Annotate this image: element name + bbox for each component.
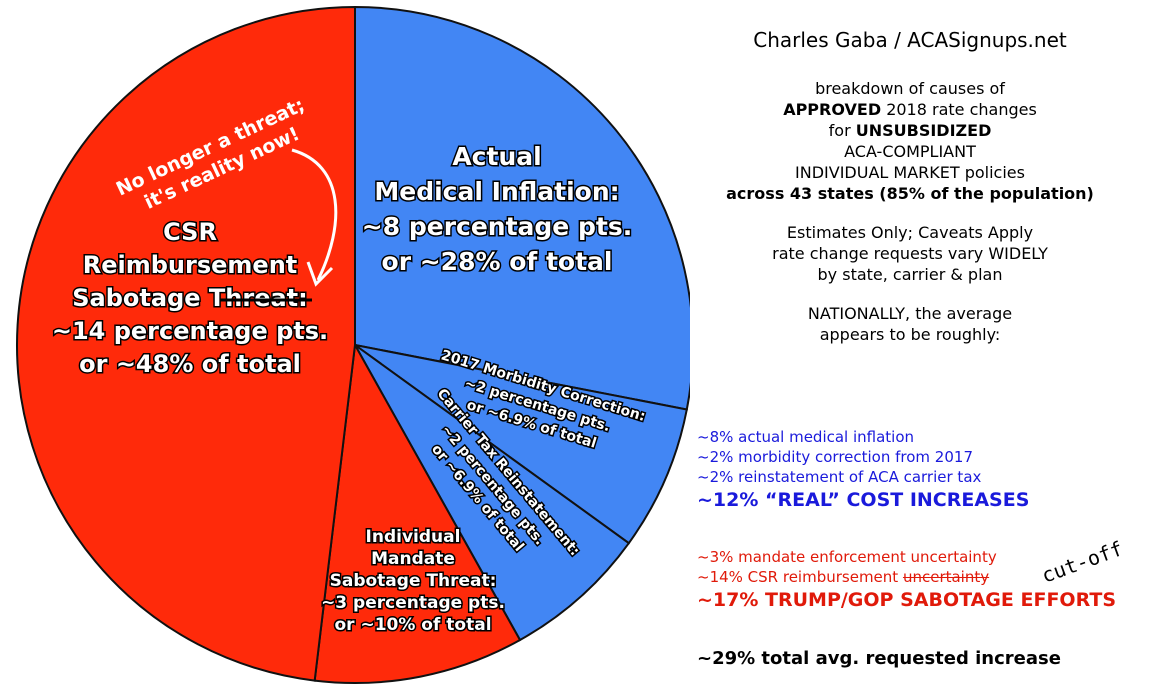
breakdown-description: breakdown of causes of APPROVED 2018 rat… — [690, 78, 1130, 204]
pie-slice-medical — [354, 5, 690, 411]
pie-slice-morbidity — [354, 344, 688, 545]
annotation-arrow — [291, 148, 338, 281]
caveat-line-2: rate change requests vary WIDELY — [772, 244, 1048, 263]
annotation-arrowhead — [306, 261, 334, 287]
desc-line-2: APPROVED 2018 rate changes — [783, 100, 1037, 119]
real-cost-list: ~8% actual medical inflation ~2% morbidi… — [697, 427, 1029, 513]
national-line-2: appears to be roughly: — [819, 325, 1001, 344]
slice-label-csr: CSR Reimbursement Sabotage Threat: ~14 perc… — [52, 218, 328, 378]
desc-line-4: ACA-COMPLIANT — [844, 142, 976, 161]
pie-slice-csr — [16, 5, 356, 682]
list-item: ~2% reinstatement of ACA carrier tax — [697, 468, 982, 486]
desc-line-5: INDIVIDUAL MARKET policies — [795, 163, 1025, 182]
desc-line-3: for UNSUBSIDIZED — [828, 121, 992, 140]
sabotage-list: ~3% mandate enforcement uncertainty ~14%… — [697, 547, 1116, 613]
list-item: ~8% actual medical inflation — [697, 428, 915, 446]
total-increase: ~29% total avg. requested increase — [697, 648, 1061, 669]
sabotage-summary: ~17% TRUMP/GOP SABOTAGE EFFORTS — [697, 589, 1117, 611]
caveat-line-1: Estimates Only; Caveats Apply — [786, 223, 1034, 242]
pie-chart: Actual Medical Inflation: ~8 percentage pt… — [16, 5, 690, 684]
list-item: ~3% mandate enforcement uncertainty — [697, 548, 997, 566]
caveat-line-3: by state, carrier & plan — [817, 265, 1003, 284]
national-average-intro: NATIONALLY, the average appears to be ro… — [690, 303, 1130, 345]
slice-label-medical: Actual Medical Inflation: ~8 percentage pt… — [362, 142, 632, 276]
list-item: ~2% morbidity correction from 2017 — [697, 448, 973, 466]
list-item: ~14% CSR reimbursement uncertainty — [697, 568, 990, 586]
national-line-1: NATIONALLY, the average — [807, 304, 1013, 323]
real-cost-summary: ~12% “REAL” COST INCREASES — [697, 489, 1030, 511]
explanation-panel: Charles Gaba / ACASignups.net breakdown … — [690, 28, 1140, 345]
desc-line-1: breakdown of causes of — [815, 79, 1005, 98]
pie-slice-mandate — [313, 341, 522, 684]
desc-line-6: across 43 states (85% of the population) — [726, 184, 1094, 203]
slice-label-mandate: Individual Mandate Sabotage Threat: ~3 perc… — [321, 527, 505, 635]
caveats: Estimates Only; Caveats Apply rate chang… — [690, 222, 1130, 285]
author-credit: Charles Gaba / ACASignups.net — [753, 28, 1067, 52]
pie-slice-carrier — [354, 344, 631, 642]
